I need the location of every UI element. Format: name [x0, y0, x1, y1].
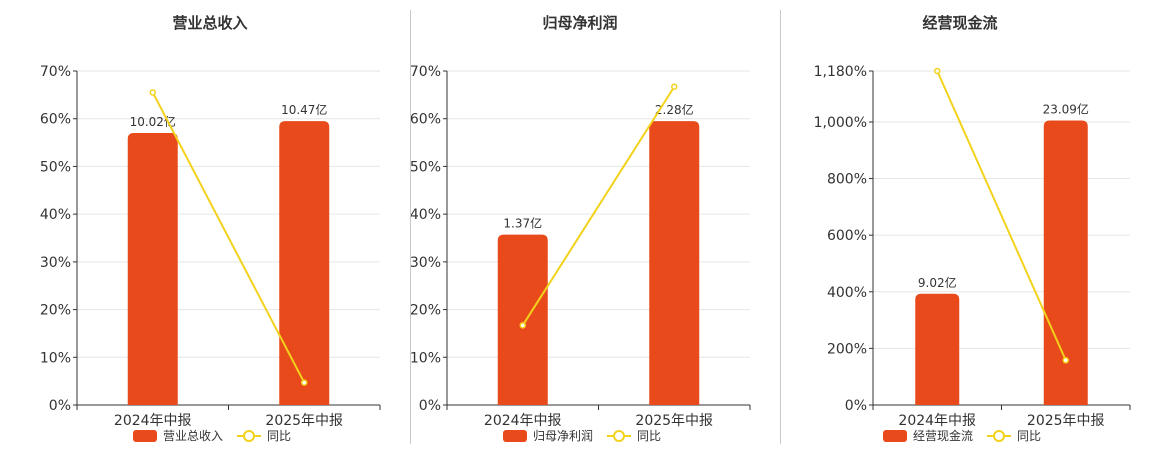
chart-1-category-label-0: 2024年中报	[114, 413, 192, 429]
chart-1-legend-line-label: 同比	[267, 429, 291, 443]
chart-3-line-point-0	[934, 67, 941, 75]
chart-2-ytick-label-0: 0%	[419, 398, 441, 414]
chart-1-bar-0	[127, 133, 178, 405]
chart-3-ytick-label-1: 200%	[827, 341, 867, 357]
panel-divider-1	[410, 10, 411, 444]
chart-3-bar-0	[915, 293, 960, 405]
chart-3-ytick-label-3: 600%	[827, 228, 867, 244]
chart-1-ytick-label-6: 60%	[40, 112, 71, 128]
chart-3-bar-label-0: 9.02亿	[918, 275, 957, 290]
chart-2-ytick-label-1: 10%	[410, 350, 441, 366]
chart-3-category-label-1: 2025年中报	[1027, 413, 1105, 429]
chart-2-bar-0	[497, 234, 548, 405]
chart-2-ytick-label-6: 60%	[410, 112, 441, 128]
chart-1-bar-label-0: 10.02亿	[130, 114, 176, 129]
chart-1-ytick-label-4: 40%	[40, 207, 71, 223]
chart-1-legend-bar-swatch	[133, 430, 157, 442]
chart-2-ytick-label-4: 40%	[410, 207, 441, 223]
chart-3-line-point-1	[1062, 357, 1069, 364]
chart-2-category-label-1: 2025年中报	[635, 413, 713, 429]
chart-3-ytick-label-0: 0%	[845, 398, 867, 414]
chart-3-legend-bar-swatch	[883, 430, 907, 442]
chart-3-ytick-label-4: 800%	[827, 172, 867, 188]
chart-2-bar-label-0: 1.37亿	[503, 216, 542, 231]
chart-2-line-point-1	[671, 83, 678, 90]
chart-2-ytick-label-3: 30%	[410, 255, 441, 271]
chart-1-title: 营业总收入	[172, 14, 247, 32]
chart-1-bar-1	[279, 121, 330, 405]
chart-3-category-label-0: 2024年中报	[898, 413, 976, 429]
chart-1-bar-label-1: 10.47亿	[281, 102, 327, 117]
chart-3-legend-line-label: 同比	[1017, 429, 1041, 443]
chart-1-line-yoy	[151, 92, 306, 384]
chart-2-bar-1	[649, 121, 700, 405]
chart-1-legend-line-marker	[243, 430, 255, 442]
chart-1-ytick-label-5: 50%	[40, 159, 71, 175]
panel-divider-2	[780, 10, 781, 444]
chart-3-ytick-label-2: 400%	[827, 285, 867, 301]
chart-3-legend-bar-label: 经营现金流	[913, 428, 973, 443]
chart-2-legend-line-label: 同比	[637, 429, 661, 443]
chart-1-ytick-label-7: 70%	[40, 64, 71, 80]
chart-2-ytick-label-2: 20%	[410, 303, 441, 319]
chart-1-ytick-label-1: 10%	[40, 350, 71, 366]
chart-2-line-yoy	[521, 86, 676, 326]
chart-2-ytick-label-7: 70%	[410, 64, 441, 80]
chart-1-ytick-label-3: 30%	[40, 255, 71, 271]
chart-3-line-yoy	[936, 70, 1067, 361]
chart-1-ytick-label-2: 20%	[40, 303, 71, 319]
chart-1-legend-bar-label: 营业总收入	[163, 429, 223, 443]
chart-2-legend-line-marker	[613, 430, 625, 442]
chart-2-legend-bar-swatch	[503, 430, 527, 442]
chart-3-ytick-label-6: 1,180%	[814, 64, 867, 80]
chart-2-bar-label-1: 2.28亿	[655, 102, 694, 117]
chart-2-title: 归母净利润	[542, 14, 617, 32]
chart-1-line-point-0	[149, 89, 156, 96]
chart-2-legend-bar-label: 归母净利润	[533, 429, 593, 443]
chart-2-line-point-0	[519, 322, 526, 329]
chart-3-bar-label-1: 23.09亿	[1043, 102, 1089, 117]
chart-1-category-label-1: 2025年中报	[265, 413, 343, 429]
chart-1-ytick-label-0: 0%	[49, 398, 71, 414]
chart-2-ytick-label-5: 50%	[410, 159, 441, 175]
chart-3-ytick-label-5: 1,000%	[814, 115, 867, 131]
chart-1-line-point-1	[301, 379, 308, 386]
chart-3-legend-line-marker	[993, 430, 1005, 442]
chart-2-category-label-0: 2024年中报	[484, 413, 562, 429]
chart-3-title: 经营现金流	[922, 14, 997, 32]
